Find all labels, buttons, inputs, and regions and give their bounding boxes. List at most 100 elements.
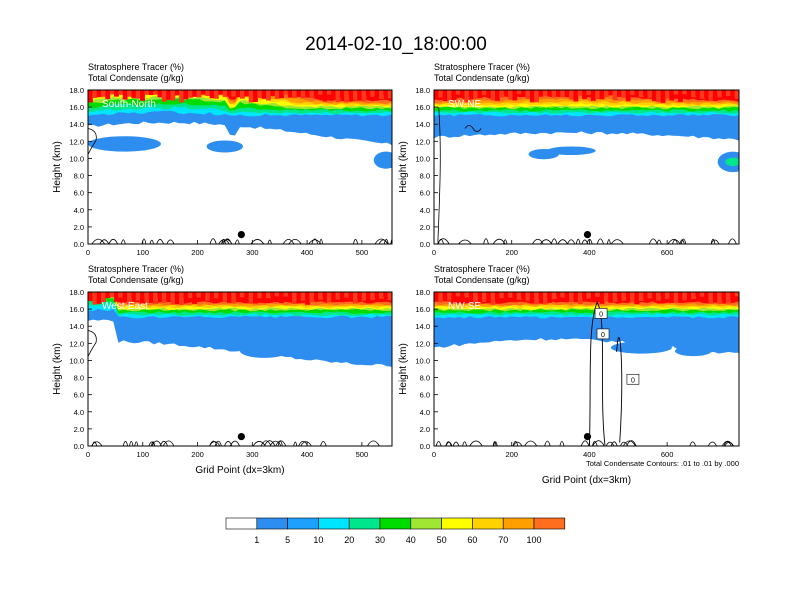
y-tick-label: 18.0 [415,288,430,297]
tracer-spike [564,292,570,297]
tracer-spike [261,90,267,99]
tracer-spike [586,90,592,96]
tracer-spike [192,292,198,304]
tracer-spike [556,90,561,97]
tracer-spike [344,90,350,103]
tracer-spike [717,90,723,98]
tracer-spike [279,90,284,99]
y-tick-label: 12.0 [69,137,84,146]
tracer-spike [365,90,371,97]
tracer-spike [725,292,731,304]
tracer-spike [174,292,180,305]
tracer-spike [244,90,250,97]
tracer-spike [490,90,496,101]
tracer-spike [734,90,739,99]
tracer-spike [529,90,535,103]
location-marker [237,432,245,441]
tracer-spike [270,292,276,297]
tracer-spike [569,292,574,303]
tracer-spike [686,292,692,302]
tracer-spike [322,292,328,297]
tracer-spike [305,90,310,96]
x-tick-label: 400 [301,450,314,459]
tracer-spike [348,292,354,297]
tracer-spike [603,90,609,97]
tracer-spike [374,90,380,99]
y-tick-label: 18.0 [69,86,84,95]
tracer-spike [257,292,263,299]
tracer-spike [335,90,341,103]
colorbar-swatch [533,517,566,530]
y-tick-label: 0.0 [420,240,430,249]
plot-frame [87,89,393,245]
y-tick-label: 4.0 [420,408,430,417]
y-tick-label: 0.0 [74,442,84,451]
y-tick-label: 2.0 [420,223,430,232]
x-tick-label: 0 [86,248,90,257]
tracer-spike [226,292,232,303]
convective-contour [588,301,606,446]
tracer-spike [708,292,714,304]
tracer-spike [135,292,141,301]
tracer-spike [378,90,384,99]
tracer-spike [200,90,206,95]
tracer-spike [638,292,644,302]
tracer-spike [157,292,163,298]
tracer-spike [577,292,583,305]
tracer-spike [678,90,683,102]
x-axis-label: Grid Point (dx=3km) [195,465,284,476]
tracer-spike [434,90,439,100]
tracer-spike [313,292,319,301]
convective-contour [437,107,441,243]
cloud-patch [546,146,596,156]
contour-label-box [594,308,608,319]
tracer-spike [153,292,158,305]
y-tick-label: 6.0 [420,189,430,198]
tracer-spike [274,90,280,99]
x-tick-label: 600 [661,248,674,257]
cloud-patch [88,136,161,152]
tracer-spike [122,90,128,100]
tracer-spike [660,90,666,103]
tracer-spike [144,292,150,303]
tracer-spike [114,292,119,302]
cloud-patch [674,345,712,357]
tracer-spike [525,90,531,99]
tracer-spike [477,292,483,297]
tracer-spike [699,292,705,297]
x-tick-label: 400 [301,248,314,257]
tracer-spike [473,292,479,305]
tracer-spike [313,90,319,97]
tracer-spike [209,292,215,300]
y-axis-label: Height (km) [52,343,63,395]
condensate-contour [91,238,392,244]
y-tick-label: 2.0 [74,223,84,232]
tracer-spike [253,90,258,102]
tracer-spike [438,292,444,303]
tracer-spike [508,292,513,298]
y-tick-label: 18.0 [415,86,430,95]
tracer-spike [651,292,657,301]
tracer-spike [213,90,219,99]
y-tick-label: 16.0 [69,103,84,112]
panel-title-line: Stratosphere Tracer (%) [434,264,530,274]
tracer-spike [521,90,526,97]
tracer-spike [122,292,128,301]
x-axis-label: Grid Point (dx=3km) [542,475,631,486]
y-tick-label: 16.0 [415,103,430,112]
tracer-spike [630,90,635,96]
colorbar-swatch [256,517,288,530]
tracer-spike [235,292,241,300]
tracer-spike [274,292,280,297]
tracer-spike [161,292,167,303]
tracer-spike [725,90,731,97]
tracer-spike [490,292,496,305]
tracer-spike [669,90,675,101]
condensate-contour [435,440,734,446]
y-tick-label: 4.0 [74,206,84,215]
tracer-spike [538,292,544,299]
panel-sw-ne: SW-NE Stratosphere Tracer (%)Total Conden… [398,62,740,257]
tracer-spike [370,90,376,97]
tracer-spike [88,90,93,103]
